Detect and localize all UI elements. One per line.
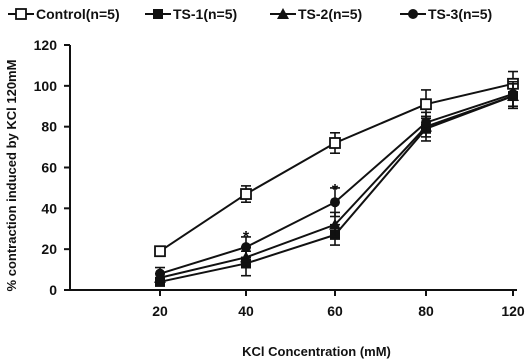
data-point	[154, 245, 166, 258]
x-tick-label: 60	[327, 303, 343, 319]
y-tick-label: 100	[34, 78, 58, 94]
x-axis: 20 40 60 80 120	[70, 289, 525, 319]
legend-label: TS-3(n=5)	[428, 6, 492, 22]
x-tick-label: 20	[152, 303, 168, 319]
x-tick-label: 80	[418, 303, 434, 319]
data-point	[508, 89, 518, 99]
y-tick-label: 80	[41, 119, 57, 135]
data-point	[330, 197, 340, 208]
data-point	[241, 242, 251, 253]
legend-item-1: Control(n=5)	[8, 6, 120, 22]
legend: Control(n=5) TS-1(n=5) TS-2(n=5) TS-3(n=5)	[8, 6, 492, 22]
data-point	[421, 117, 431, 128]
legend-item-2: TS-1(n=5)	[145, 6, 237, 22]
legend-label: Control(n=5)	[36, 6, 120, 22]
data-point	[240, 188, 252, 200]
y-axis: 0 20 40 60 80 100 120	[34, 37, 71, 298]
series-4	[155, 80, 518, 281]
legend-label: TS-1(n=5)	[173, 6, 237, 22]
significance-marker: *	[243, 229, 250, 246]
data-point	[155, 268, 165, 279]
data-point	[420, 98, 432, 111]
legend-item-4: TS-3(n=5)	[400, 6, 492, 22]
legend-marker	[153, 9, 163, 19]
y-tick-label: 40	[41, 200, 57, 216]
x-tick-label: 120	[501, 303, 525, 319]
y-tick-label: 120	[34, 37, 58, 53]
y-tick-label: 20	[41, 241, 57, 257]
legend-marker	[15, 8, 27, 20]
data-point	[329, 218, 341, 230]
legend-marker	[277, 8, 289, 19]
x-tick-label: 40	[238, 303, 254, 319]
data-point	[329, 137, 341, 149]
significance-marker: *	[332, 182, 339, 199]
y-tick-label: 60	[41, 160, 57, 176]
plot-area: **	[154, 70, 519, 287]
y-axis-label: % contraction induced by KCl 120mM	[4, 60, 19, 292]
legend-marker	[408, 9, 418, 19]
legend-label: TS-2(n=5)	[298, 6, 362, 22]
series-1	[154, 70, 519, 258]
x-axis-label: KCl Concentration (mM)	[242, 344, 391, 359]
y-tick-label: 0	[49, 282, 57, 298]
legend-item-3: TS-2(n=5)	[270, 6, 362, 22]
